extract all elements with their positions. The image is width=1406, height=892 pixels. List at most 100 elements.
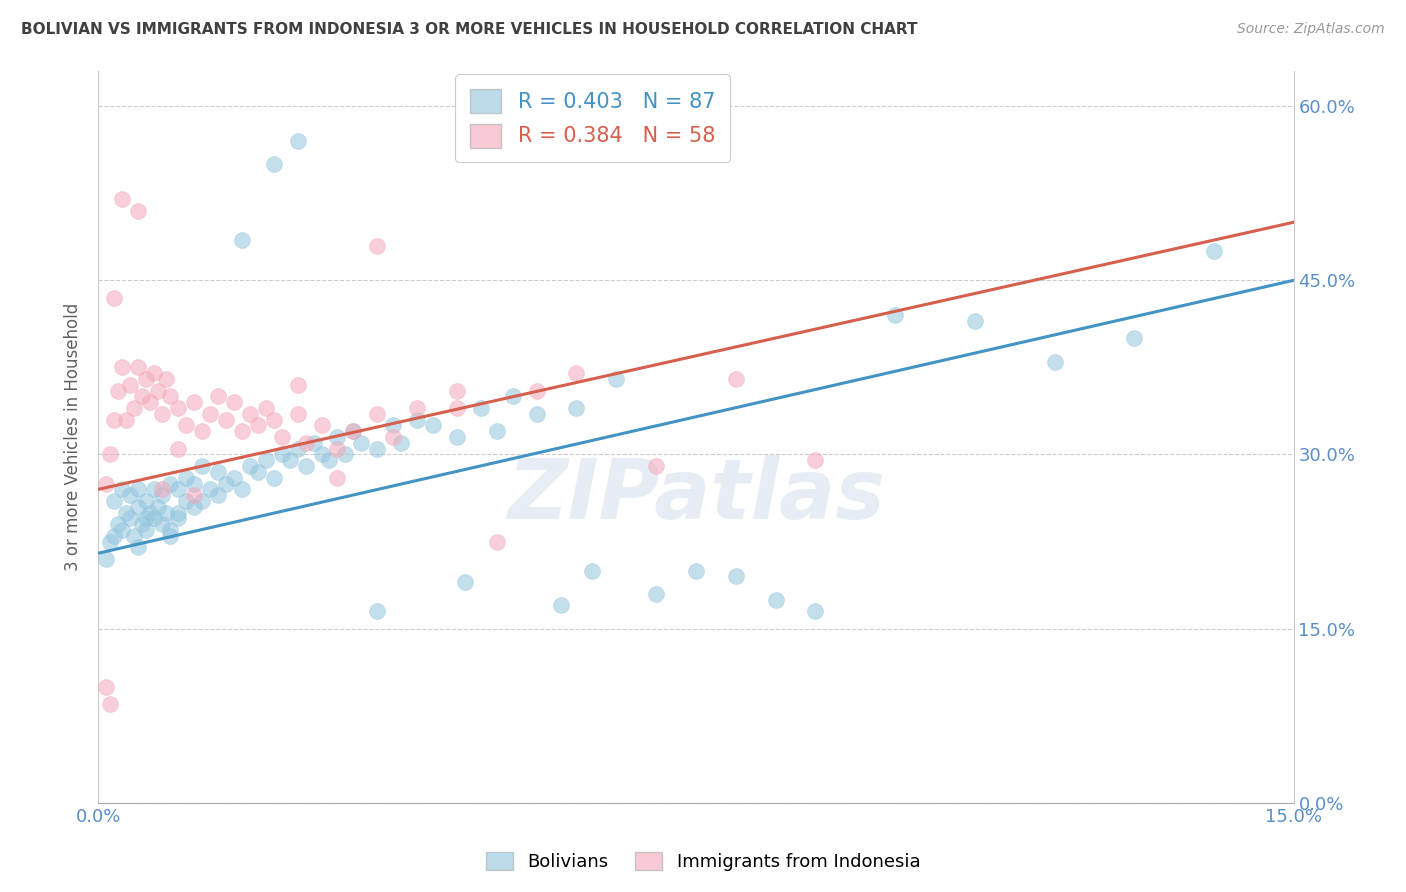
Point xyxy=(167,442,190,456)
Point xyxy=(127,541,149,555)
Point xyxy=(150,483,173,497)
Y-axis label: 3 or more Vehicles in Household: 3 or more Vehicles in Household xyxy=(65,303,83,571)
Point xyxy=(366,238,388,252)
Point xyxy=(198,407,221,421)
Point xyxy=(565,366,588,380)
Point xyxy=(143,366,166,380)
Point xyxy=(215,412,238,426)
Point xyxy=(96,552,118,566)
Point xyxy=(167,506,190,520)
Point xyxy=(115,412,138,426)
Point xyxy=(335,448,357,462)
Point xyxy=(115,506,138,520)
Point xyxy=(183,488,205,502)
Point xyxy=(318,453,340,467)
Point xyxy=(143,483,166,497)
Point xyxy=(454,575,477,590)
Point xyxy=(131,517,153,532)
Point xyxy=(111,483,134,497)
Point xyxy=(724,569,747,583)
Point xyxy=(278,453,301,467)
Point xyxy=(246,465,269,479)
Point xyxy=(124,529,146,543)
Point xyxy=(645,587,668,601)
Point xyxy=(183,395,205,409)
Point xyxy=(485,534,508,549)
Point xyxy=(174,494,197,508)
Point xyxy=(724,372,747,386)
Point xyxy=(103,494,125,508)
Point xyxy=(111,360,134,375)
Point xyxy=(135,523,157,537)
Point xyxy=(191,424,214,438)
Point xyxy=(127,203,149,218)
Point xyxy=(526,407,548,421)
Point xyxy=(294,459,316,474)
Point xyxy=(263,157,285,171)
Point xyxy=(287,442,309,456)
Point xyxy=(263,412,285,426)
Point xyxy=(150,407,173,421)
Point xyxy=(103,291,125,305)
Point xyxy=(389,436,412,450)
Point xyxy=(239,459,262,474)
Point xyxy=(135,494,157,508)
Point xyxy=(191,494,214,508)
Point xyxy=(98,534,122,549)
Point xyxy=(765,592,787,607)
Point xyxy=(215,476,238,491)
Point xyxy=(526,384,548,398)
Point xyxy=(406,412,429,426)
Point xyxy=(231,483,253,497)
Point xyxy=(222,395,245,409)
Point xyxy=(254,453,277,467)
Point xyxy=(311,448,333,462)
Point xyxy=(107,517,129,532)
Point xyxy=(1123,331,1146,345)
Point xyxy=(581,564,603,578)
Point xyxy=(159,529,181,543)
Point xyxy=(222,471,245,485)
Point xyxy=(120,488,142,502)
Point xyxy=(98,448,122,462)
Point xyxy=(485,424,508,438)
Point xyxy=(167,483,190,497)
Point xyxy=(120,377,142,392)
Point xyxy=(174,471,197,485)
Point xyxy=(382,430,405,444)
Point xyxy=(167,401,190,415)
Point xyxy=(111,523,134,537)
Point xyxy=(263,471,285,485)
Point xyxy=(502,389,524,403)
Point xyxy=(565,401,588,415)
Point xyxy=(103,529,125,543)
Point xyxy=(239,407,262,421)
Point xyxy=(159,523,181,537)
Point xyxy=(183,476,205,491)
Point xyxy=(98,697,122,711)
Point xyxy=(167,511,190,525)
Point xyxy=(446,430,468,444)
Point xyxy=(406,401,429,415)
Point xyxy=(645,459,668,474)
Point xyxy=(143,511,166,525)
Point xyxy=(254,401,277,415)
Point xyxy=(103,412,125,426)
Point xyxy=(446,401,468,415)
Point xyxy=(963,314,986,328)
Point xyxy=(159,476,181,491)
Point xyxy=(198,483,221,497)
Point xyxy=(366,442,388,456)
Point xyxy=(366,604,388,618)
Point xyxy=(139,506,162,520)
Point xyxy=(127,500,149,514)
Point xyxy=(207,488,229,502)
Point xyxy=(155,506,177,520)
Point xyxy=(124,401,146,415)
Point xyxy=(183,500,205,514)
Point xyxy=(231,424,253,438)
Point xyxy=(685,564,707,578)
Point xyxy=(150,488,173,502)
Point xyxy=(120,511,142,525)
Point xyxy=(294,436,316,450)
